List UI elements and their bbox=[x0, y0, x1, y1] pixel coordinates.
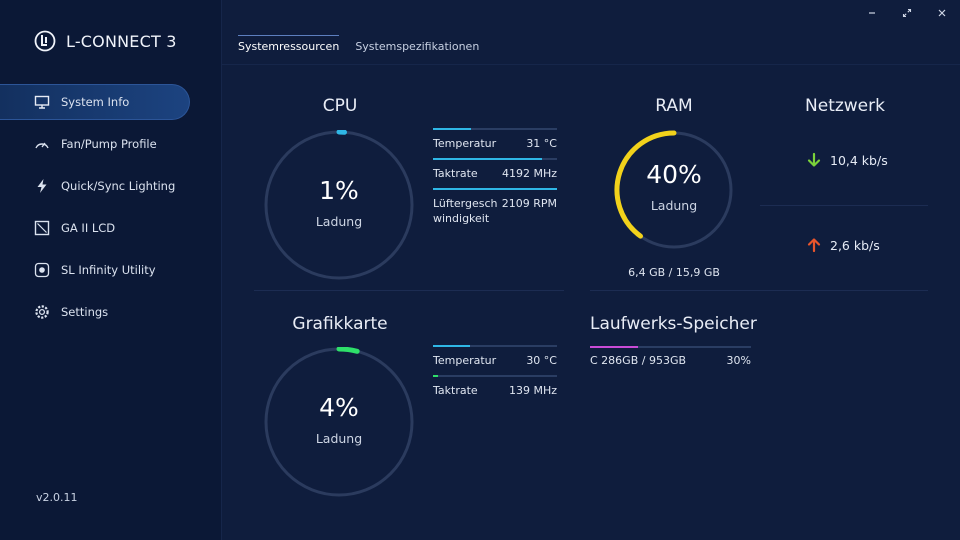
sidebar-item-ga-ii-lcd[interactable]: GA II LCD bbox=[0, 210, 190, 246]
lianli-logo-icon bbox=[34, 30, 56, 52]
stat-name: Taktrate bbox=[433, 384, 478, 397]
sidebar-item-label: GA II LCD bbox=[61, 221, 116, 235]
section-divider bbox=[254, 290, 564, 291]
ram-load-arc bbox=[614, 130, 677, 239]
infinity-mirror-icon bbox=[34, 262, 50, 278]
sidebar-item-fan-pump-profile[interactable]: Fan/Pump Profile bbox=[0, 126, 190, 162]
stat-name: Temperatur bbox=[433, 354, 497, 367]
gear-icon bbox=[35, 305, 49, 319]
cpu-fan-speed-stat: Lüftergeschwindigkeit 2109 RPM bbox=[433, 188, 557, 226]
gpu-temperature-stat: Temperatur 30 °C bbox=[433, 345, 557, 368]
gauge-icon bbox=[35, 142, 49, 149]
stat-value: 31 °C bbox=[526, 137, 557, 150]
ram-load-gauge: 40% Ladung bbox=[614, 130, 734, 250]
tab-divider bbox=[222, 64, 960, 65]
cpu-load-gauge: 1% Ladung bbox=[264, 130, 414, 280]
monitor-icon bbox=[34, 95, 50, 109]
minimize-icon bbox=[869, 12, 875, 14]
gpu-clock-stat: Taktrate 139 MHz bbox=[433, 375, 557, 398]
gpu-clock-bar bbox=[433, 375, 438, 377]
lightning-icon bbox=[37, 179, 47, 193]
gpu-load-gauge: 4% Ladung bbox=[264, 347, 414, 497]
stat-name: Lüftergeschwindigkeit bbox=[433, 197, 498, 225]
network-download: 10,4 kb/s bbox=[806, 152, 888, 168]
gpu-load-arc bbox=[336, 347, 360, 354]
lcd-icon bbox=[34, 220, 50, 236]
stat-name: Temperatur bbox=[433, 137, 497, 150]
sidebar: L-CONNECT 3 System Info Fan/Pump Profile… bbox=[0, 0, 222, 540]
download-arrow-icon bbox=[807, 152, 821, 167]
tab-systemspezifikationen[interactable]: Systemspezifikationen bbox=[355, 40, 480, 53]
gpu-load-label: Ladung bbox=[315, 431, 363, 446]
stat-value: 2109 RPM bbox=[501, 197, 557, 210]
ram-title: RAM bbox=[655, 96, 693, 116]
upload-arrow-icon bbox=[807, 238, 821, 253]
stat-value: 4192 MHz bbox=[501, 167, 557, 180]
cpu-load-label: Ladung bbox=[315, 214, 363, 229]
stat-value: 30 °C bbox=[526, 354, 557, 367]
ram-load-value: 40% bbox=[646, 160, 702, 189]
tab-systemressourcen[interactable]: Systemressourcen bbox=[238, 35, 340, 59]
sidebar-item-label: Fan/Pump Profile bbox=[61, 137, 157, 151]
cpu-load-value: 1% bbox=[319, 176, 359, 205]
maximize-button[interactable] bbox=[899, 6, 915, 20]
cpu-fan-speed-bar bbox=[433, 188, 557, 190]
drive-c-bar bbox=[590, 346, 639, 348]
network-divider bbox=[760, 205, 928, 206]
section-divider bbox=[590, 290, 928, 291]
sidebar-item-sl-infinity-utility[interactable]: SL Infinity Utility bbox=[0, 252, 190, 288]
expand-icon bbox=[902, 8, 912, 18]
sidebar-item-label: System Info bbox=[61, 95, 130, 109]
upload-rate: 2,6 kb/s bbox=[830, 237, 880, 253]
sidebar-item-label: Settings bbox=[61, 305, 109, 319]
ram-usage: 6,4 GB / 15,9 GB bbox=[628, 266, 720, 279]
storage-title: Laufwerks-Speicher bbox=[590, 314, 757, 334]
sidebar-item-settings[interactable]: Settings bbox=[0, 294, 190, 330]
cpu-clock-stat: Taktrate 4192 MHz bbox=[433, 158, 557, 181]
app-logo: L-CONNECT 3 bbox=[34, 30, 177, 52]
drive-c-label: C 286GB / 953GB bbox=[590, 354, 687, 367]
minimize-button[interactable] bbox=[864, 6, 880, 20]
cpu-title: CPU bbox=[322, 96, 358, 116]
app-title: L-CONNECT 3 bbox=[66, 31, 177, 51]
sidebar-item-label: Quick/Sync Lighting bbox=[61, 179, 176, 193]
drive-c-usage: C 286GB / 953GB 30% bbox=[590, 346, 751, 367]
network-title: Netzwerk bbox=[805, 96, 885, 116]
cpu-clock-bar bbox=[433, 158, 543, 160]
tab-bar: Systemressourcen Systemspezifikationen bbox=[238, 35, 480, 59]
download-rate: 10,4 kb/s bbox=[830, 152, 888, 168]
sidebar-item-system-info[interactable]: System Info bbox=[0, 84, 190, 120]
sidebar-item-quick-sync-lighting[interactable]: Quick/Sync Lighting bbox=[0, 168, 190, 204]
ram-load-label: Ladung bbox=[650, 198, 698, 213]
app-version: v2.0.11 bbox=[36, 491, 78, 504]
stat-value: 139 MHz bbox=[508, 384, 557, 397]
gpu-temperature-bar bbox=[433, 345, 471, 347]
gpu-title: Grafikkarte bbox=[292, 314, 388, 334]
drive-c-percent: 30% bbox=[726, 354, 751, 367]
stat-name: Taktrate bbox=[433, 167, 478, 180]
close-button[interactable] bbox=[934, 6, 950, 20]
cpu-temperature-stat: Temperatur 31 °C bbox=[433, 128, 557, 151]
close-icon bbox=[938, 9, 946, 17]
gpu-load-value: 4% bbox=[319, 393, 359, 422]
cpu-temperature-bar bbox=[433, 128, 472, 130]
sidebar-item-label: SL Infinity Utility bbox=[61, 263, 156, 277]
network-upload: 2,6 kb/s bbox=[806, 237, 880, 253]
